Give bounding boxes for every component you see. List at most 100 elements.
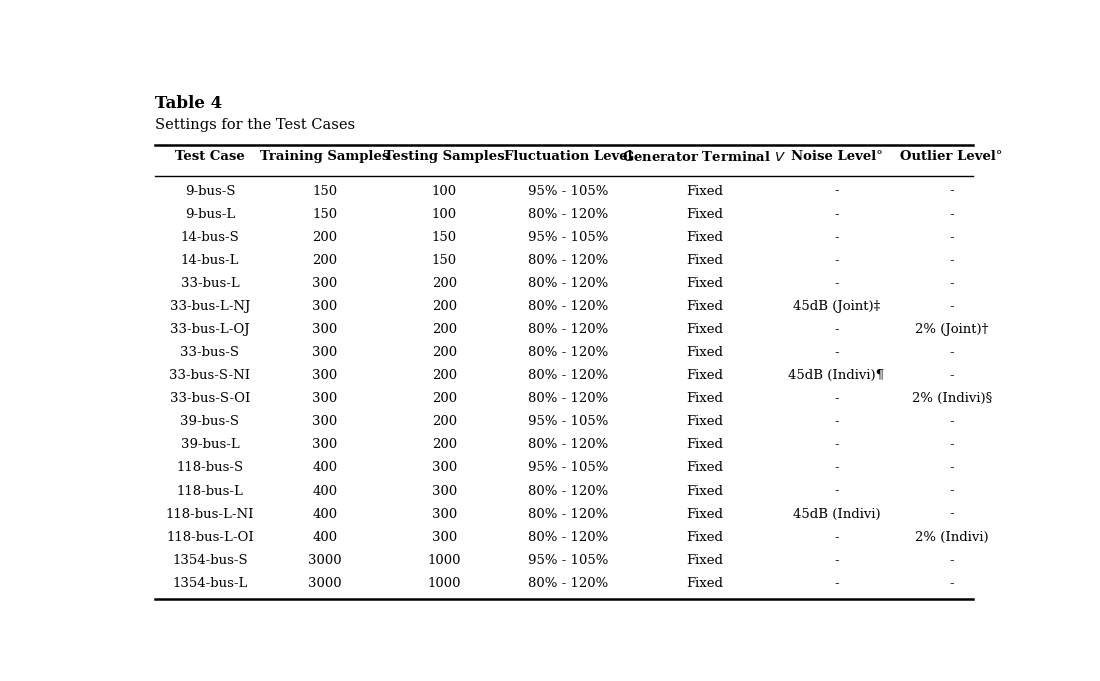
Text: 39-bus-L: 39-bus-L — [180, 439, 240, 452]
Text: -: - — [949, 369, 954, 382]
Text: -: - — [949, 254, 954, 267]
Text: 300: 300 — [312, 300, 338, 313]
Text: 80% - 120%: 80% - 120% — [528, 323, 608, 336]
Text: -: - — [949, 208, 954, 221]
Text: 100: 100 — [432, 185, 456, 197]
Text: 80% - 120%: 80% - 120% — [528, 300, 608, 313]
Text: 300: 300 — [432, 530, 456, 543]
Text: 200: 200 — [432, 346, 456, 359]
Text: 9-bus-L: 9-bus-L — [185, 208, 235, 221]
Text: 300: 300 — [312, 439, 338, 452]
Text: 80% - 120%: 80% - 120% — [528, 577, 608, 590]
Text: 45dB (Indivi): 45dB (Indivi) — [793, 507, 880, 520]
Text: 9-bus-S: 9-bus-S — [185, 185, 235, 197]
Text: 300: 300 — [312, 369, 338, 382]
Text: -: - — [834, 208, 839, 221]
Text: Fixed: Fixed — [686, 439, 723, 452]
Text: 1000: 1000 — [428, 577, 461, 590]
Text: -: - — [949, 577, 954, 590]
Text: 300: 300 — [312, 392, 338, 405]
Text: 300: 300 — [312, 323, 338, 336]
Text: 150: 150 — [312, 208, 338, 221]
Text: Test Case: Test Case — [175, 150, 245, 163]
Text: 150: 150 — [312, 185, 338, 197]
Text: 200: 200 — [432, 277, 456, 290]
Text: 200: 200 — [312, 231, 338, 244]
Text: 100: 100 — [432, 208, 456, 221]
Text: -: - — [949, 485, 954, 498]
Text: 95% - 105%: 95% - 105% — [528, 554, 608, 567]
Text: -: - — [834, 392, 839, 405]
Text: Fixed: Fixed — [686, 577, 723, 590]
Text: 118-bus-L-OI: 118-bus-L-OI — [166, 530, 254, 543]
Text: -: - — [949, 300, 954, 313]
Text: Fixed: Fixed — [686, 300, 723, 313]
Text: -: - — [834, 254, 839, 267]
Text: -: - — [834, 231, 839, 244]
Text: -: - — [834, 439, 839, 452]
Text: 80% - 120%: 80% - 120% — [528, 530, 608, 543]
Text: Fixed: Fixed — [686, 277, 723, 290]
Text: 200: 200 — [432, 392, 456, 405]
Text: Fixed: Fixed — [686, 462, 723, 475]
Text: Fixed: Fixed — [686, 554, 723, 567]
Text: 80% - 120%: 80% - 120% — [528, 507, 608, 520]
Text: Fixed: Fixed — [686, 507, 723, 520]
Text: Fixed: Fixed — [686, 208, 723, 221]
Text: 14-bus-S: 14-bus-S — [180, 231, 240, 244]
Text: 118-bus-L-NI: 118-bus-L-NI — [166, 507, 254, 520]
Text: -: - — [949, 462, 954, 475]
Text: 33-bus-L: 33-bus-L — [180, 277, 240, 290]
Text: Fixed: Fixed — [686, 415, 723, 428]
Text: -: - — [834, 577, 839, 590]
Text: 80% - 120%: 80% - 120% — [528, 254, 608, 267]
Text: Fixed: Fixed — [686, 485, 723, 498]
Text: Fluctuation Level: Fluctuation Level — [504, 150, 632, 163]
Text: 80% - 120%: 80% - 120% — [528, 277, 608, 290]
Text: 3000: 3000 — [308, 577, 342, 590]
Text: 33-bus-L-OJ: 33-bus-L-OJ — [170, 323, 250, 336]
Text: Training Samples: Training Samples — [261, 150, 389, 163]
Text: 400: 400 — [312, 485, 338, 498]
Text: Fixed: Fixed — [686, 231, 723, 244]
Text: 45dB (Indivi)¶: 45dB (Indivi)¶ — [789, 369, 884, 382]
Text: -: - — [834, 185, 839, 197]
Text: 2% (Indivi)§: 2% (Indivi)§ — [912, 392, 992, 405]
Text: 80% - 120%: 80% - 120% — [528, 439, 608, 452]
Text: 39-bus-S: 39-bus-S — [180, 415, 240, 428]
Text: 1354-bus-S: 1354-bus-S — [172, 554, 248, 567]
Text: Generator Terminal $V$: Generator Terminal $V$ — [623, 150, 786, 164]
Text: 1354-bus-L: 1354-bus-L — [173, 577, 248, 590]
Text: 400: 400 — [312, 507, 338, 520]
Text: 33-bus-S-NI: 33-bus-S-NI — [169, 369, 251, 382]
Text: -: - — [949, 439, 954, 452]
Text: -: - — [949, 185, 954, 197]
Text: 150: 150 — [432, 254, 456, 267]
Text: 95% - 105%: 95% - 105% — [528, 415, 608, 428]
Text: 300: 300 — [312, 415, 338, 428]
Text: 200: 200 — [432, 369, 456, 382]
Text: -: - — [834, 462, 839, 475]
Text: 95% - 105%: 95% - 105% — [528, 462, 608, 475]
Text: -: - — [834, 554, 839, 567]
Text: 400: 400 — [312, 530, 338, 543]
Text: 150: 150 — [432, 231, 456, 244]
Text: 300: 300 — [312, 346, 338, 359]
Text: -: - — [949, 507, 954, 520]
Text: -: - — [949, 231, 954, 244]
Text: Fixed: Fixed — [686, 392, 723, 405]
Text: 80% - 120%: 80% - 120% — [528, 369, 608, 382]
Text: -: - — [834, 415, 839, 428]
Text: 200: 200 — [432, 323, 456, 336]
Text: -: - — [949, 554, 954, 567]
Text: Settings for the Test Cases: Settings for the Test Cases — [154, 118, 354, 132]
Text: Fixed: Fixed — [686, 369, 723, 382]
Text: 80% - 120%: 80% - 120% — [528, 392, 608, 405]
Text: -: - — [949, 415, 954, 428]
Text: 200: 200 — [432, 439, 456, 452]
Text: Fixed: Fixed — [686, 254, 723, 267]
Text: 80% - 120%: 80% - 120% — [528, 208, 608, 221]
Text: 33-bus-S: 33-bus-S — [180, 346, 240, 359]
Text: Table 4: Table 4 — [154, 95, 222, 112]
Text: 300: 300 — [432, 507, 456, 520]
